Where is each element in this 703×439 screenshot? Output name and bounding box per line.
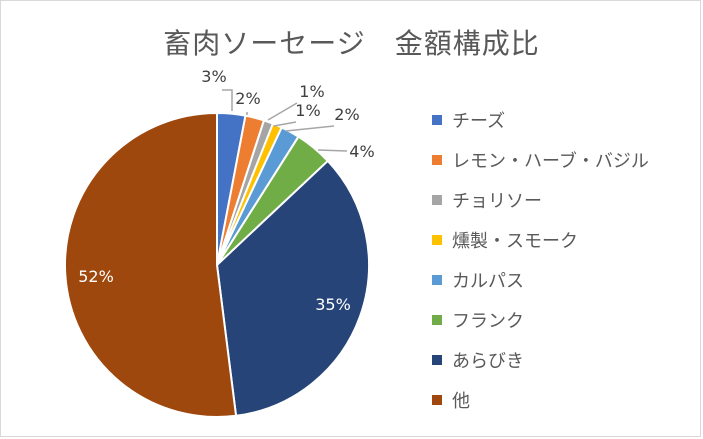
leader-line-6 xyxy=(317,149,348,152)
legend-item: 他 xyxy=(432,380,649,420)
legend-label: フランク xyxy=(452,311,524,332)
legend-label: チョリソー xyxy=(452,191,542,212)
data-label-4: 1% xyxy=(295,101,320,120)
legend-item: 燻製・スモーク xyxy=(432,220,649,260)
data-label-2: 2% xyxy=(235,89,260,108)
legend-label: 燻製・スモーク xyxy=(452,231,578,252)
legend-swatch xyxy=(432,395,442,405)
pie-slice-8 xyxy=(64,111,238,418)
legend-swatch xyxy=(432,115,442,125)
leader-line-3 xyxy=(267,102,298,121)
data-label-3: 1% xyxy=(299,82,324,101)
leader-line-5 xyxy=(285,125,335,132)
data-label-6: 4% xyxy=(349,142,374,161)
legend-swatch xyxy=(432,195,442,205)
legend-swatch xyxy=(432,355,442,365)
legend-item: チーズ xyxy=(432,100,649,140)
pie-slice-7 xyxy=(215,159,370,417)
legend-swatch xyxy=(432,315,442,325)
chart-title: 畜肉ソーセージ 金額構成比 xyxy=(163,27,540,60)
legend-swatch xyxy=(432,155,442,165)
data-label-5: 2% xyxy=(334,105,359,124)
legend-label: レモン・ハーブ・バジル xyxy=(452,151,649,172)
legend: チーズレモン・ハーブ・バジル チョリソー燻製・スモーク カルパスフランクあらびき他 xyxy=(432,100,649,420)
data-label-8: 52% xyxy=(78,267,114,286)
legend-item: フランク xyxy=(432,300,649,340)
leader-line-4 xyxy=(273,121,297,127)
data-label-1: 3% xyxy=(201,67,226,86)
leader-line-1 xyxy=(222,89,233,111)
legend-swatch xyxy=(432,235,442,245)
legend-label: あらびき xyxy=(452,351,524,372)
legend-item: あらびき xyxy=(432,340,649,380)
data-label-7: 35% xyxy=(315,295,351,314)
legend-label: カルパス xyxy=(452,271,524,292)
legend-swatch xyxy=(432,275,442,285)
legend-label: チーズ xyxy=(452,111,506,132)
legend-item: チョリソー xyxy=(432,180,649,220)
legend-label: 他 xyxy=(452,391,470,412)
legend-item: カルパス xyxy=(432,260,649,300)
legend-item: レモン・ハーブ・バジル xyxy=(432,140,649,180)
